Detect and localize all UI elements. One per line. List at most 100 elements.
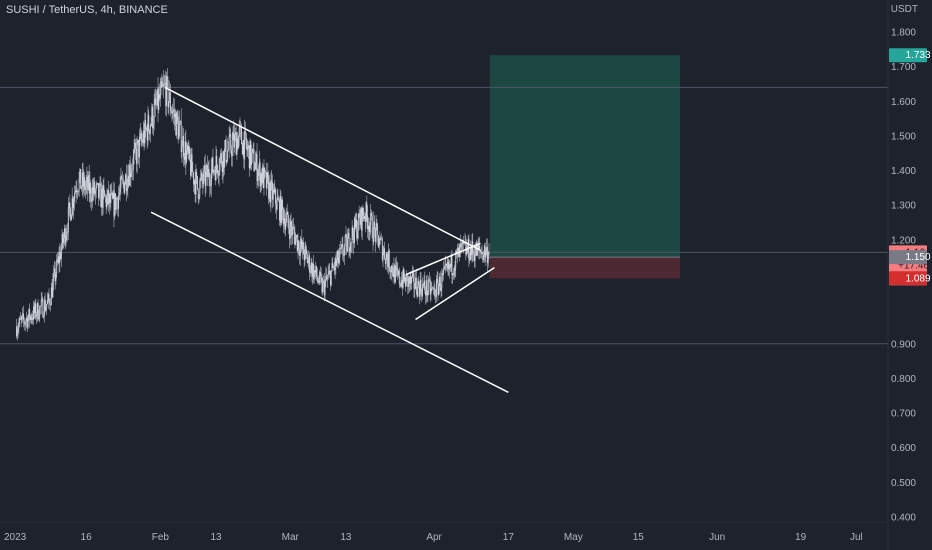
candle-body (286, 211, 288, 216)
candle-body (19, 317, 21, 320)
candle-body (191, 154, 193, 172)
candle-body (434, 288, 436, 297)
candle-body (129, 165, 131, 178)
candle-body (381, 238, 382, 239)
candle-body (280, 195, 282, 223)
candle-body (422, 284, 424, 286)
candle-body (418, 285, 420, 297)
candle-body (389, 270, 391, 271)
candle-body (62, 233, 64, 243)
time-tick-label: 16 (81, 532, 93, 543)
time-axis: 2023 16 Feb 13 Mar 13 Apr 17 May 15 Jun 19 Jul (4, 532, 863, 543)
candle-body (378, 244, 380, 248)
candle-body (21, 316, 23, 320)
candle-body (419, 279, 421, 297)
price-tick-label: 0.700 (891, 409, 916, 420)
candle-body (18, 323, 20, 329)
candle-body (369, 225, 371, 232)
candle-body (269, 182, 271, 203)
candle-body (359, 217, 361, 225)
candle-body (264, 167, 266, 172)
candle-body (333, 267, 335, 268)
candle-body (338, 257, 340, 263)
candle-body (439, 276, 441, 291)
candle-body (322, 283, 324, 293)
candle-body (268, 182, 270, 199)
candle-body (70, 208, 72, 221)
candle-body (70, 215, 72, 221)
candle-body (74, 193, 75, 202)
candle-body (405, 277, 406, 287)
candle-body (179, 121, 181, 123)
candle-body (177, 120, 179, 140)
candle-body (198, 196, 200, 199)
candle-body (476, 243, 478, 256)
candle-body (414, 288, 416, 290)
candle-body (16, 326, 17, 337)
candle-body (102, 185, 104, 208)
candle-body (355, 219, 357, 228)
candle-body (432, 287, 434, 289)
candle-body (121, 178, 123, 180)
candle-body (105, 196, 107, 207)
candle-body (384, 248, 386, 260)
candle-body (259, 162, 261, 186)
candle-body (314, 270, 316, 273)
candle-body (33, 306, 35, 313)
candle-body (216, 155, 218, 166)
candle-body (392, 273, 394, 277)
candle-body (270, 180, 272, 203)
candle-body (448, 261, 450, 270)
candle-body (401, 280, 403, 287)
candle-body (412, 273, 414, 274)
axis-unit-label: USDT (890, 4, 918, 15)
candle-body (31, 318, 33, 320)
candle-body (319, 271, 321, 283)
candle-body (74, 190, 76, 194)
candle-body (47, 294, 49, 301)
price-tick-label: 0.600 (891, 443, 916, 454)
candle-body (213, 170, 215, 173)
candle-body (209, 179, 211, 187)
candle-body (455, 251, 457, 268)
candle-body (44, 300, 46, 311)
candle-body (91, 198, 92, 202)
candle-body (391, 265, 393, 274)
candle-body (480, 249, 481, 253)
candle-body (469, 247, 471, 261)
candle-body (343, 255, 345, 256)
candle-body (85, 182, 87, 187)
candle-body (379, 238, 381, 245)
price-tick-label: 0.400 (891, 513, 916, 524)
candle-body (384, 259, 386, 264)
current-price-badge-text: +17.46% (898, 260, 932, 271)
candle-body (222, 151, 224, 172)
candle-body (336, 250, 338, 260)
candle-body (58, 256, 60, 263)
candle-body (353, 217, 355, 244)
candle-body (397, 270, 399, 276)
candle-body (293, 228, 295, 235)
candle-body (84, 177, 86, 191)
candle-body (272, 182, 273, 200)
candle-body (101, 188, 103, 208)
candle-body (61, 233, 63, 249)
candle-body (329, 271, 331, 272)
candle-body (352, 227, 354, 237)
candle-body (193, 172, 195, 185)
candle-body (160, 81, 162, 88)
candle-body (156, 104, 157, 106)
candle-body (292, 226, 294, 229)
candle-body (330, 270, 332, 286)
candle-body (371, 213, 372, 217)
candle-body (411, 273, 413, 278)
candle-body (253, 149, 255, 171)
candle-body (63, 237, 65, 243)
candle-body (171, 112, 173, 114)
candle-body (83, 177, 85, 187)
candle-body (262, 167, 264, 188)
candle-body (372, 237, 374, 242)
candle-body (386, 253, 388, 260)
candle-body (282, 199, 283, 210)
